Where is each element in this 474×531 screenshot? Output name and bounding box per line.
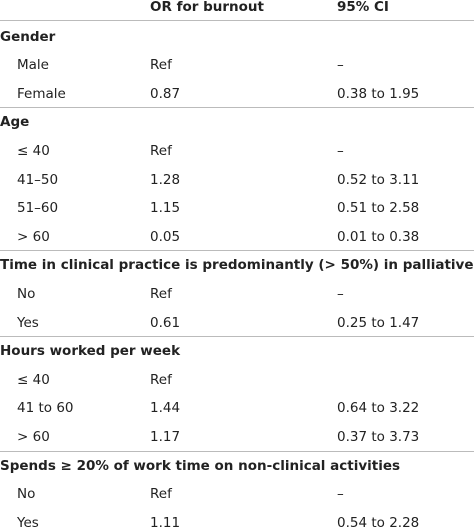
header-rule [0, 20, 474, 21]
cell: 0.64 to 3.22 [337, 400, 420, 417]
row-label: Yes [17, 314, 39, 331]
section-title: Gender [0, 28, 56, 45]
section-rule [0, 107, 474, 108]
cell: 0.05 [150, 228, 181, 245]
row-label: > 60 [17, 429, 50, 445]
row-label: ≤ 40 [17, 371, 50, 388]
cell: – [337, 486, 344, 503]
cell: 1.15 [150, 200, 181, 217]
section-title: Age [0, 114, 30, 131]
cell: 0.38 to 1.95 [337, 85, 420, 102]
cell: 1.17 [150, 429, 181, 445]
section-rule [0, 336, 474, 337]
cell: 0.51 to 2.58 [337, 200, 420, 217]
row-label: 41–50 [17, 171, 59, 188]
row-label: No [17, 286, 36, 302]
row-label: Male [17, 57, 49, 74]
column-header: OR for burnout [150, 0, 264, 15]
cell: 0.01 to 0.38 [337, 228, 420, 245]
section-rule [0, 451, 474, 452]
section-rule [0, 250, 474, 251]
row-label: > 60 [17, 228, 50, 245]
cell: – [337, 286, 344, 302]
cell: 1.44 [150, 400, 181, 417]
cell: 0.37 to 3.73 [337, 429, 420, 445]
cell: 0.25 to 1.47 [337, 314, 420, 331]
cell: Ref [150, 486, 172, 503]
cell: – [337, 143, 344, 159]
cell: Ref [150, 57, 172, 74]
cell: 1.11 [150, 514, 181, 531]
row-label: Yes [17, 514, 39, 531]
row-label: ≤ 40 [17, 143, 50, 159]
cell: 0.87 [150, 85, 181, 102]
row-label: 41 to 60 [17, 400, 74, 417]
cell: Ref [150, 371, 172, 388]
cell: Ref [150, 143, 172, 159]
section-title: Hours worked per week [0, 343, 181, 360]
cell: 0.52 to 3.11 [337, 171, 420, 188]
row-label: Female [17, 85, 66, 102]
row-label: No [17, 486, 36, 503]
column-header: 95% CI [337, 0, 389, 15]
cell: 0.61 [150, 314, 181, 331]
cell: Ref [150, 286, 172, 302]
section-title: Spends ≥ 20% of work time on non-clinica… [0, 457, 401, 474]
cell: – [337, 57, 344, 74]
cell: 0.54 to 2.28 [337, 514, 420, 531]
row-label: 51–60 [17, 200, 59, 217]
cell: 1.28 [150, 171, 181, 188]
section-title: Time in clinical practice is predominant… [0, 257, 474, 274]
